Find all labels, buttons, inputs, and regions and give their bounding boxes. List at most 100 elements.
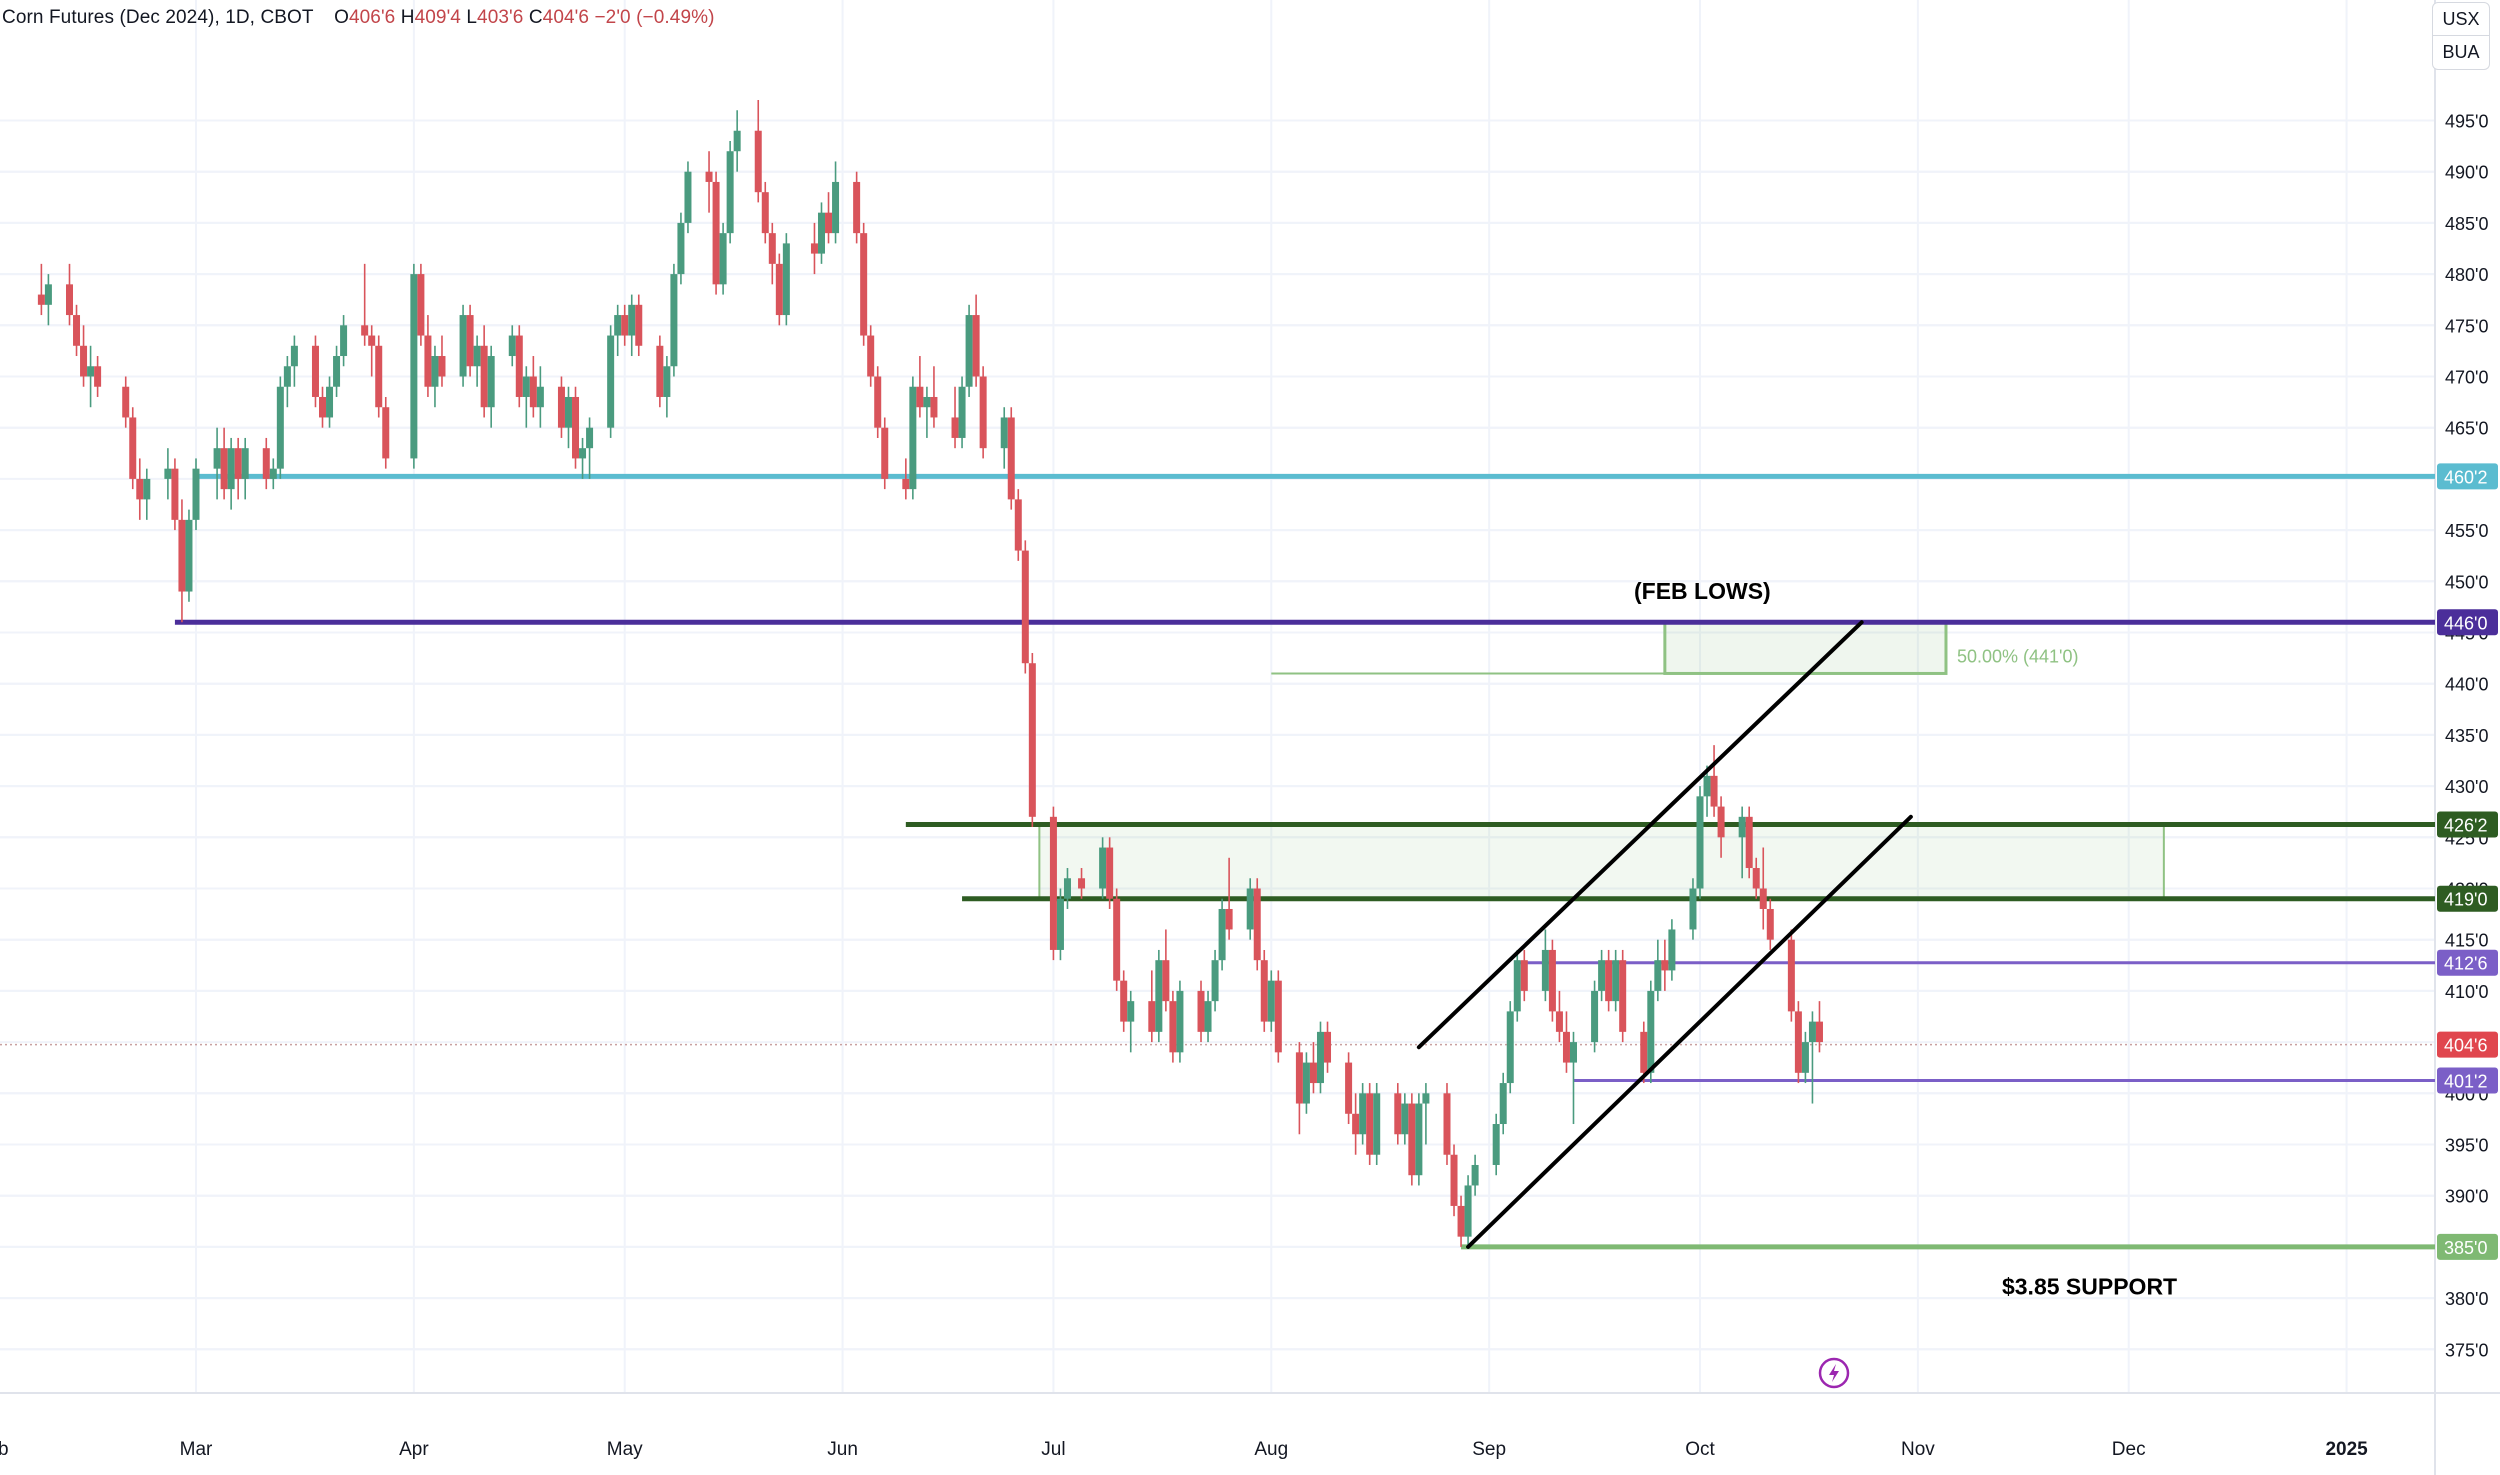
candle-body (234, 448, 242, 479)
candle-body (1794, 1011, 1802, 1073)
candle (1654, 939, 1662, 1002)
level-price-tag: 385'0 (2437, 1233, 2498, 1260)
candle (1752, 857, 1760, 899)
candle (1169, 990, 1177, 1063)
level-price-tag-bg (2437, 1031, 2498, 1058)
candle-body (951, 417, 959, 438)
candle (473, 335, 481, 387)
candle-body (733, 130, 741, 152)
level-price-tag: 446'0 (2437, 609, 2498, 636)
candle (1450, 1144, 1458, 1217)
close-label: C (528, 7, 543, 28)
price-tick-label: 410'0 (2445, 982, 2488, 1002)
candle-body (1176, 990, 1184, 1053)
candle-body (241, 448, 249, 479)
time-tick-label: Jul (1041, 1439, 1065, 1460)
candle-body (438, 356, 446, 377)
candle (1640, 1021, 1648, 1084)
candle-body (881, 427, 889, 479)
exchange-button[interactable]: BUA (2432, 36, 2490, 70)
candle-body (775, 263, 783, 316)
candle-body (340, 325, 348, 357)
close-value: 404'6 (542, 7, 590, 28)
channel-trendline (1416, 620, 1864, 1050)
candle (122, 376, 130, 428)
candle (881, 417, 889, 490)
time-tick-label: Nov (1901, 1439, 1935, 1460)
candle (1605, 949, 1613, 1012)
time-tick-label: Jun (827, 1439, 858, 1460)
candle-body (1569, 1042, 1577, 1063)
candle-body (44, 284, 52, 305)
candle-body (1014, 499, 1022, 551)
candle-body (290, 345, 298, 367)
candle-body (1113, 898, 1121, 981)
candle (1513, 949, 1521, 1022)
candle-body (227, 448, 235, 490)
candle-body (1752, 868, 1760, 889)
price-tick-label: 430'0 (2445, 777, 2488, 797)
level-price-tag-text: 419'0 (2444, 890, 2487, 910)
candle-body (909, 386, 917, 490)
candle (1218, 898, 1226, 971)
candle (923, 386, 931, 438)
candle (1324, 1021, 1332, 1073)
candle-body (473, 345, 481, 367)
candle-body (930, 396, 938, 418)
candle-body (522, 376, 530, 397)
candle-body (431, 356, 439, 387)
candle (1801, 1031, 1809, 1084)
candle (1014, 489, 1022, 561)
candle-body (1766, 908, 1774, 940)
candle (810, 222, 818, 275)
candle (178, 499, 186, 623)
candle-body (572, 396, 580, 459)
lightning-icon[interactable] (1818, 1357, 1850, 1389)
currency-unit-button[interactable]: USX (2432, 2, 2490, 36)
candle-body (1324, 1031, 1332, 1063)
candle-body (1274, 980, 1282, 1053)
candle-body (1520, 960, 1528, 991)
candle-body (1591, 990, 1599, 1043)
time-tick-label: Mar (180, 1439, 213, 1460)
candle-body (1099, 847, 1107, 889)
candle-body (1260, 960, 1268, 1022)
candle (1176, 980, 1184, 1063)
candle (234, 437, 242, 500)
candle (1148, 970, 1156, 1043)
candle (958, 376, 966, 449)
candle-body (923, 396, 931, 408)
candle-body (1689, 888, 1697, 930)
candle-body (459, 315, 467, 377)
candle (1211, 949, 1219, 1012)
candle-body (825, 212, 833, 234)
price-tick-label: 470'0 (2445, 368, 2488, 388)
candle (874, 366, 882, 438)
candle-body (1373, 1093, 1381, 1155)
candle-body (136, 478, 144, 500)
candle (1808, 1011, 1816, 1104)
level-price-tag-bg (2437, 609, 2498, 636)
candle-body (586, 427, 594, 449)
price-axis: 375'0380'0385'0390'0395'0400'0410'0415'0… (2437, 112, 2498, 1360)
candle-body (1815, 1021, 1823, 1043)
candle-body (1246, 888, 1254, 930)
time-axis: Feb Mar Apr May Jun Jul Aug Sep Oct Nov Dec 2025 (0, 1439, 2368, 1460)
candle-body (1415, 1103, 1423, 1176)
level-price-tag-bg (2437, 1067, 2498, 1094)
candle-body (761, 192, 769, 234)
time-tick-label: Aug (1254, 1439, 1288, 1460)
candle (192, 458, 200, 531)
candle-body (1548, 949, 1556, 1012)
candle (1647, 980, 1655, 1084)
candle (817, 202, 825, 264)
candle (768, 222, 776, 285)
candle-body (1211, 960, 1219, 1002)
candle-body (1499, 1083, 1507, 1125)
candle-body (614, 315, 622, 336)
candle (1162, 929, 1170, 1012)
candle (129, 407, 137, 490)
candle-body (375, 345, 383, 408)
